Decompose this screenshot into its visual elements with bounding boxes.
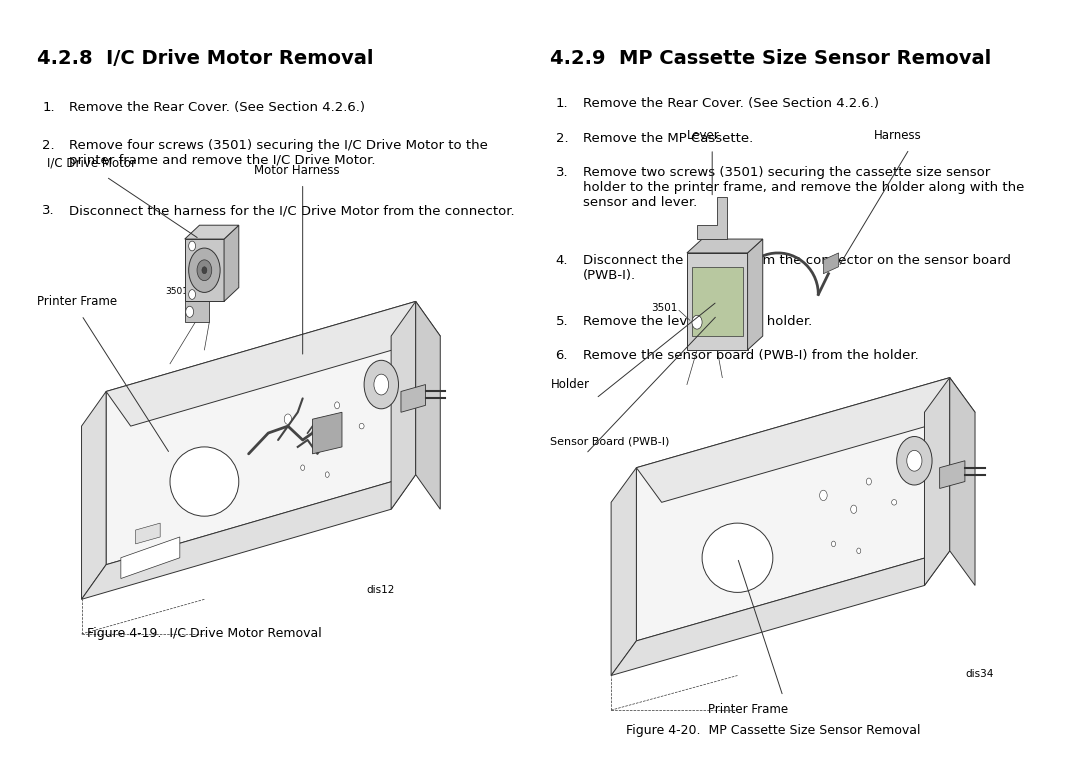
Text: Printer Frame: Printer Frame bbox=[38, 295, 118, 308]
Text: 5.: 5. bbox=[555, 314, 568, 327]
Ellipse shape bbox=[325, 472, 329, 478]
Text: Disconnect the harness from the connector on the sensor board
(PWB-I).: Disconnect the harness from the connecto… bbox=[583, 253, 1011, 282]
Ellipse shape bbox=[820, 490, 827, 501]
Text: Remove two screws (3501) securing the cassette size sensor
holder to the printer: Remove two screws (3501) securing the ca… bbox=[583, 166, 1025, 209]
Polygon shape bbox=[823, 253, 838, 274]
Polygon shape bbox=[185, 239, 224, 301]
Text: 3501: 3501 bbox=[165, 287, 188, 295]
Text: I/C Drive Motor: I/C Drive Motor bbox=[48, 156, 136, 170]
Text: Printer Frame: Printer Frame bbox=[707, 703, 787, 716]
Text: dis34: dis34 bbox=[964, 668, 994, 678]
Text: Remove the sensor board (PWB-I) from the holder.: Remove the sensor board (PWB-I) from the… bbox=[583, 349, 919, 362]
Circle shape bbox=[186, 306, 193, 317]
Text: dis12: dis12 bbox=[366, 585, 395, 595]
Text: 3.: 3. bbox=[42, 204, 55, 217]
Ellipse shape bbox=[832, 541, 836, 546]
Polygon shape bbox=[611, 468, 636, 675]
Ellipse shape bbox=[892, 500, 896, 505]
Text: 4.2.9  MP Cassette Size Sensor Removal: 4.2.9 MP Cassette Size Sensor Removal bbox=[551, 49, 991, 68]
Text: Motor Harness: Motor Harness bbox=[254, 164, 339, 177]
Text: Figure 4-20.  MP Cassette Size Sensor Removal: Figure 4-20. MP Cassette Size Sensor Rem… bbox=[625, 724, 920, 737]
Polygon shape bbox=[82, 391, 106, 599]
Circle shape bbox=[364, 360, 399, 409]
Text: 3.: 3. bbox=[555, 166, 568, 179]
Polygon shape bbox=[636, 378, 975, 502]
Text: Chapter 4   Disassembly/Assembly: Chapter 4 Disassembly/Assembly bbox=[13, 742, 229, 753]
Ellipse shape bbox=[320, 429, 325, 437]
Ellipse shape bbox=[284, 414, 292, 424]
Circle shape bbox=[189, 241, 195, 251]
Ellipse shape bbox=[300, 465, 305, 471]
Ellipse shape bbox=[851, 505, 856, 513]
Text: 2.: 2. bbox=[42, 139, 55, 152]
Circle shape bbox=[374, 374, 389, 395]
Text: Sensor Board (PWB-I): Sensor Board (PWB-I) bbox=[551, 437, 670, 447]
Polygon shape bbox=[687, 253, 747, 350]
Circle shape bbox=[202, 267, 207, 274]
Text: 1.: 1. bbox=[555, 97, 568, 110]
Text: 1.: 1. bbox=[42, 101, 55, 114]
Polygon shape bbox=[747, 239, 762, 350]
Polygon shape bbox=[940, 461, 964, 488]
Text: 3501: 3501 bbox=[651, 304, 678, 314]
Polygon shape bbox=[106, 301, 441, 426]
Polygon shape bbox=[391, 301, 416, 509]
Text: 6.: 6. bbox=[555, 349, 568, 362]
Text: Rev. A: Rev. A bbox=[1028, 12, 1067, 23]
Text: 2.: 2. bbox=[555, 132, 568, 145]
Polygon shape bbox=[185, 225, 239, 239]
Polygon shape bbox=[949, 378, 975, 585]
Text: Lever: Lever bbox=[687, 129, 719, 142]
Text: 4.2.8  I/C Drive Motor Removal: 4.2.8 I/C Drive Motor Removal bbox=[38, 49, 374, 68]
Ellipse shape bbox=[866, 478, 872, 485]
Text: Disconnect the harness for the I/C Drive Motor from the connector.: Disconnect the harness for the I/C Drive… bbox=[69, 204, 515, 217]
Text: Holder: Holder bbox=[551, 378, 590, 391]
Ellipse shape bbox=[360, 423, 364, 429]
Text: Remove four screws (3501) securing the I/C Drive Motor to the
printer frame and : Remove four screws (3501) securing the I… bbox=[69, 139, 488, 166]
Polygon shape bbox=[687, 239, 762, 253]
Polygon shape bbox=[924, 378, 949, 585]
Polygon shape bbox=[121, 537, 179, 578]
Polygon shape bbox=[312, 412, 342, 454]
Text: 4.: 4. bbox=[555, 253, 568, 266]
Polygon shape bbox=[416, 301, 441, 509]
Text: Harness: Harness bbox=[874, 129, 921, 142]
Text: Remove the Rear Cover. (See Section 4.2.6.): Remove the Rear Cover. (See Section 4.2.… bbox=[69, 101, 365, 114]
Circle shape bbox=[896, 436, 932, 485]
Polygon shape bbox=[106, 301, 416, 565]
Text: Figure 4-19.  I/C Drive Motor Removal: Figure 4-19. I/C Drive Motor Removal bbox=[87, 627, 322, 640]
Circle shape bbox=[692, 315, 702, 329]
Text: Remove the MP Cassette.: Remove the MP Cassette. bbox=[583, 132, 754, 145]
Polygon shape bbox=[185, 301, 210, 322]
Text: Remove the lever from the holder.: Remove the lever from the holder. bbox=[583, 314, 812, 327]
Polygon shape bbox=[224, 225, 239, 301]
Polygon shape bbox=[82, 475, 416, 599]
Ellipse shape bbox=[335, 402, 339, 409]
Text: Remove the Rear Cover. (See Section 4.2.6.): Remove the Rear Cover. (See Section 4.2.… bbox=[583, 97, 879, 110]
Polygon shape bbox=[692, 267, 743, 336]
Ellipse shape bbox=[856, 548, 861, 554]
Text: EPSON EPL-N2700: EPSON EPL-N2700 bbox=[13, 12, 127, 23]
Polygon shape bbox=[401, 385, 426, 412]
Polygon shape bbox=[136, 523, 160, 544]
Circle shape bbox=[189, 248, 220, 292]
Polygon shape bbox=[611, 551, 949, 675]
Circle shape bbox=[189, 290, 195, 299]
Polygon shape bbox=[697, 198, 727, 239]
Text: 101: 101 bbox=[1043, 742, 1067, 753]
Ellipse shape bbox=[170, 447, 239, 517]
Text: M1: M1 bbox=[227, 276, 240, 285]
Circle shape bbox=[907, 450, 922, 472]
Polygon shape bbox=[636, 378, 949, 641]
Circle shape bbox=[197, 260, 212, 281]
Ellipse shape bbox=[702, 523, 773, 592]
